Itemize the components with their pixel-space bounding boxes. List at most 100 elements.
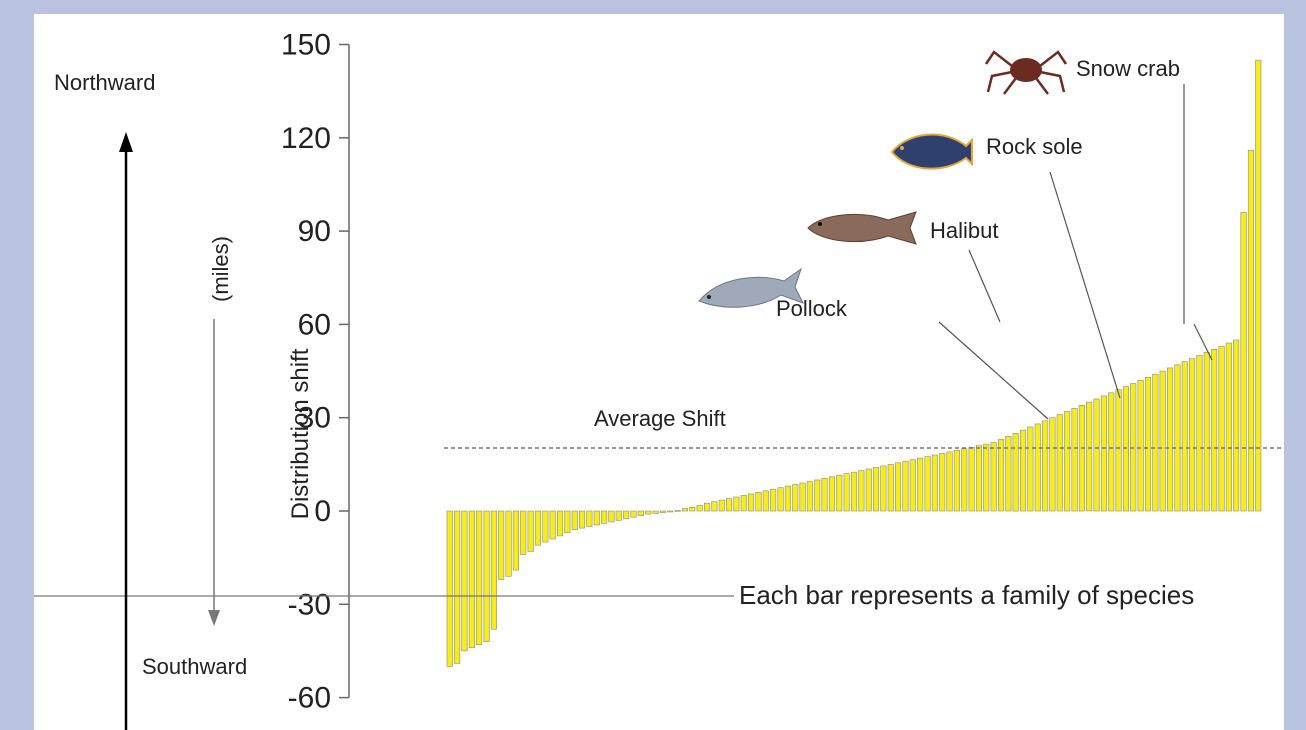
species-family-bar [858,470,865,512]
species-family-bar [1056,414,1063,512]
y-tick-label: -30 [288,588,331,621]
y-tick-label: 90 [298,215,331,248]
species-family-bar [836,474,843,512]
species-family-bar [747,493,755,512]
species-family-bar [917,457,924,512]
species-family-bar [1042,420,1049,512]
species-family-bar [711,501,718,512]
species-family-bar [601,510,608,524]
southward-label: Southward [142,654,247,679]
species-family-bar [468,510,475,649]
species-family-bar [586,510,593,527]
species-family-bar [755,491,762,512]
species-family-bar [1071,408,1078,512]
species-family-bar [1115,389,1122,512]
species-family-bar [608,510,615,523]
species-family-bar [777,487,784,512]
pollock-fish-icon [698,267,805,308]
pollock-pointer [938,321,1049,420]
species-family-bar [1174,364,1181,512]
species-family-bar [1159,370,1166,512]
species-family-bar [718,499,725,512]
species-family-bar [740,495,747,512]
species-family-bar [659,510,666,513]
species-family-bar [615,510,622,521]
northward-label: Northward [54,70,155,95]
species-family-bar [990,442,997,512]
y-ticks: -60 -30 0 30 60 90 120 150 [281,29,349,715]
species-family-bar [520,510,527,555]
species-family-bar [645,510,652,515]
species-family-bar [1189,358,1196,512]
species-family-bar [1078,404,1085,512]
distribution-shift-chart: -60 -30 0 30 60 90 120 150 Average Shift Each b… [34,29,1284,730]
y-tick-label: -60 [288,682,331,715]
species-family-bar [630,510,637,518]
chart-panel: -60 -30 0 30 60 90 120 150 Average Shift Each b… [34,14,1284,730]
halibut-label: Halibut [930,218,998,243]
y-tick-label: 120 [281,122,331,155]
species-family-bar [784,485,791,512]
y-tick-label: 60 [298,308,331,341]
species-family-bar [828,476,836,512]
species-family-bar [1122,386,1129,512]
species-family-bar [1012,432,1019,512]
species-family-bar [850,471,858,512]
species-family-bar [689,506,696,512]
snow-crab-label: Snow crab [1076,56,1180,81]
species-family-bar [593,510,600,526]
species-family-bar [1027,426,1034,512]
species-family-bar [446,510,453,667]
species-family-bar [1034,423,1041,512]
species-family-bar [725,498,733,512]
species-family-bar [564,510,571,534]
species-family-bar [527,510,534,552]
y-axis-label-unit: (miles) [208,236,233,302]
species-family-bar [770,488,777,512]
species-family-bar [556,510,564,537]
species-family-bar [894,462,902,512]
species-family-bar [534,510,542,546]
species-family-bar [1145,376,1152,512]
species-family-bar [983,443,990,512]
pollock-label: Pollock [776,296,848,321]
species-family-bar [1233,339,1240,512]
species-family-bar [909,459,916,512]
species-family-bar [542,510,549,543]
species-family-bar [792,484,799,512]
species-family-bar [880,465,887,512]
species-family-bar [681,508,689,512]
rock-sole-label: Rock sole [986,134,1083,159]
species-family-bar [1181,361,1188,512]
species-family-bar [549,510,556,540]
species-family-bar [1203,352,1210,512]
species-family-bar [946,451,953,512]
species-family-bar [1086,401,1093,512]
rock-sole-pointer [1049,171,1121,399]
species-family-bar [902,460,909,512]
species-family-bar [997,439,1005,512]
average-shift-label: Average Shift [594,406,726,431]
species-family-bar [733,496,740,512]
species-family-bar [968,446,975,512]
rock-sole-fish-icon [890,133,973,170]
species-family-bar [674,510,681,512]
species-family-bar [1218,345,1225,512]
northward-arrow-head [119,132,133,152]
species-family-bar [498,510,505,580]
species-family-bar [623,510,630,520]
species-family-bar [806,481,813,512]
species-family-bar [696,505,703,512]
species-family-bar [887,464,894,512]
species-family-bar [953,450,960,512]
species-family-bar [865,468,872,512]
species-family-bar [454,510,461,664]
y-tick-label: 150 [281,29,331,62]
species-family-bar [1064,411,1071,512]
species-family-bar [1108,392,1115,512]
species-family-bar [1225,342,1232,512]
halibut-fish-icon [807,211,917,245]
snow-crab-icon [984,50,1068,95]
species-family-bar [1255,59,1262,512]
species-family-bar [703,502,711,512]
